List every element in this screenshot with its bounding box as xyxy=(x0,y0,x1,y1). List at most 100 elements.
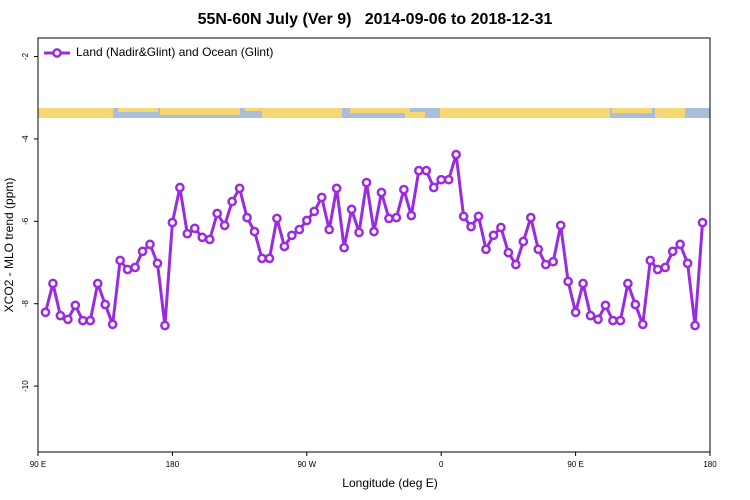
data-point xyxy=(257,253,267,264)
data-point xyxy=(555,220,566,231)
data-point xyxy=(496,222,506,233)
data-point xyxy=(608,315,618,326)
data-point xyxy=(204,234,215,245)
data-point xyxy=(242,212,252,223)
x-tick-label: 180 xyxy=(166,460,180,469)
data-point xyxy=(279,241,290,252)
data-point xyxy=(436,174,447,185)
data-point xyxy=(48,278,58,289)
x-tick-label: 90 E xyxy=(30,460,46,469)
y-tick-label: -6 xyxy=(21,217,30,225)
data-point xyxy=(272,213,282,224)
y-tick-label: -4 xyxy=(21,135,30,143)
data-point xyxy=(227,196,237,207)
data-point xyxy=(451,149,461,160)
y-axis-label: XCO2 - MLO trend (ppm) xyxy=(2,178,16,313)
data-point xyxy=(697,217,708,228)
data-point xyxy=(107,319,118,330)
data-point xyxy=(189,223,200,234)
data-point xyxy=(287,230,297,241)
data-point xyxy=(92,278,103,289)
data-point xyxy=(100,299,111,310)
data-point xyxy=(384,213,394,224)
data-point xyxy=(563,276,573,287)
data-point xyxy=(548,256,559,267)
data-point xyxy=(160,320,170,331)
data-point xyxy=(645,255,656,266)
data-point xyxy=(615,315,626,326)
data-point xyxy=(77,315,88,326)
x-tick-label: 90 E xyxy=(567,460,583,469)
data-point xyxy=(339,242,349,253)
data-point xyxy=(503,247,514,258)
data-point xyxy=(675,239,685,250)
chart-title: 55N-60N July (Ver 9) 2014-09-06 to 2018-… xyxy=(198,11,553,28)
data-point xyxy=(354,227,364,238)
x-tick-label: 0 xyxy=(439,460,444,469)
data-point xyxy=(473,211,484,222)
data-point xyxy=(316,192,327,203)
data-point xyxy=(167,217,178,228)
data-point xyxy=(481,244,491,255)
data-point xyxy=(361,177,372,188)
data-point xyxy=(324,224,335,235)
data-point xyxy=(331,183,342,194)
data-point xyxy=(682,258,693,269)
data-point xyxy=(600,300,611,311)
data-point xyxy=(137,246,148,257)
data-point xyxy=(309,206,320,217)
data-point xyxy=(182,228,193,239)
data-point xyxy=(70,300,81,311)
data-point xyxy=(593,314,603,325)
data-point xyxy=(570,307,581,318)
data-point xyxy=(369,226,379,237)
data-point xyxy=(130,262,140,273)
data-point xyxy=(458,211,469,222)
data-point xyxy=(630,299,641,310)
legend-label: Land (Nadir&Glint) and Ocean (Glint) xyxy=(76,45,273,59)
data-point xyxy=(294,224,305,235)
data-point xyxy=(667,246,678,257)
data-point xyxy=(249,226,260,237)
data-point xyxy=(578,278,588,289)
data-point xyxy=(406,210,417,221)
data-point xyxy=(391,212,402,223)
data-point xyxy=(466,221,476,232)
data-point xyxy=(443,174,454,185)
data-point xyxy=(652,264,663,275)
plot-frame xyxy=(37,37,711,453)
data-point xyxy=(540,259,551,270)
data-point xyxy=(264,253,275,264)
data-line xyxy=(44,153,705,328)
data-point xyxy=(55,310,66,321)
data-point xyxy=(301,215,312,226)
data-point xyxy=(428,182,439,193)
data-point xyxy=(488,230,499,241)
data-point xyxy=(346,204,357,215)
data-point xyxy=(637,319,648,330)
data-point xyxy=(85,315,96,326)
data-point xyxy=(690,320,700,331)
data-point xyxy=(234,183,245,194)
data-point xyxy=(533,244,544,255)
data-point xyxy=(197,232,208,243)
legend-marker xyxy=(52,48,62,58)
data-point xyxy=(399,184,409,195)
data-point xyxy=(115,255,125,266)
data-point xyxy=(122,264,133,275)
data-point xyxy=(413,165,424,176)
data-point xyxy=(152,258,163,269)
data-point xyxy=(518,236,529,247)
data-point xyxy=(525,212,536,223)
data-point xyxy=(40,307,51,318)
data-point xyxy=(175,182,185,193)
land-ocean-strip xyxy=(38,108,710,118)
y-tick-label: -8 xyxy=(21,300,30,308)
data-point xyxy=(219,220,230,231)
data-point xyxy=(63,314,73,325)
data-point xyxy=(623,278,633,289)
data-point xyxy=(585,310,596,321)
data-point xyxy=(511,259,521,270)
data-point xyxy=(421,165,432,176)
